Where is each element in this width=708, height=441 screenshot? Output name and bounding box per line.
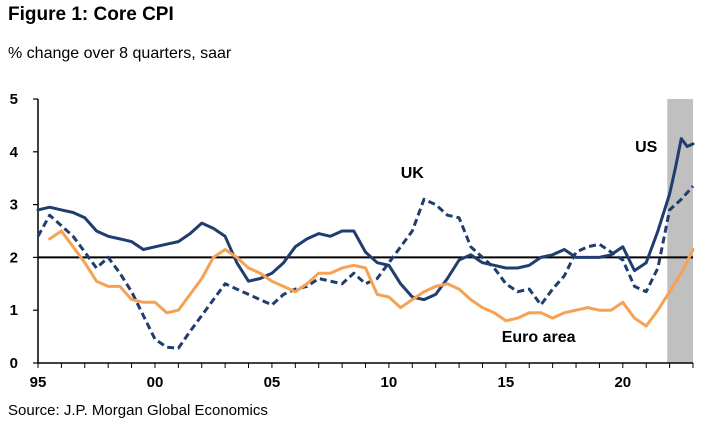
y-tick-label: 4: [10, 144, 19, 161]
y-tick-label: 3: [10, 197, 18, 214]
chart-title: Figure 1: Core CPI: [8, 4, 174, 25]
series-label-uk: UK: [401, 165, 425, 182]
y-tick-label: 5: [10, 91, 18, 108]
series-line-us: [36, 137, 695, 302]
y-tick-label: 1: [10, 302, 18, 319]
series-line-uk: [36, 185, 695, 350]
series-label-us: US: [635, 139, 658, 156]
x-tick-label: 05: [264, 374, 281, 391]
chart-subtitle: % change over 8 quarters, saar: [8, 45, 232, 62]
x-tick-label: 00: [147, 374, 164, 391]
series-label-euro-area: Euro area: [502, 329, 576, 346]
x-tick-label: 95: [30, 374, 47, 391]
series-line-euro-area: [48, 229, 695, 328]
x-tick-label: 15: [498, 374, 515, 391]
series-layer: [36, 137, 695, 350]
x-tick-label: 20: [614, 374, 631, 391]
chart-source: Source: J.P. Morgan Global Economics: [8, 402, 268, 419]
y-tick-label: 0: [10, 355, 18, 372]
axis-layer: 0 1 2 3 4 5 95 00 05 10 15 20: [10, 91, 694, 391]
x-tick-label: 10: [381, 374, 398, 391]
y-tick-label: 2: [10, 249, 18, 266]
label-layer: US UK Euro area: [401, 139, 658, 346]
